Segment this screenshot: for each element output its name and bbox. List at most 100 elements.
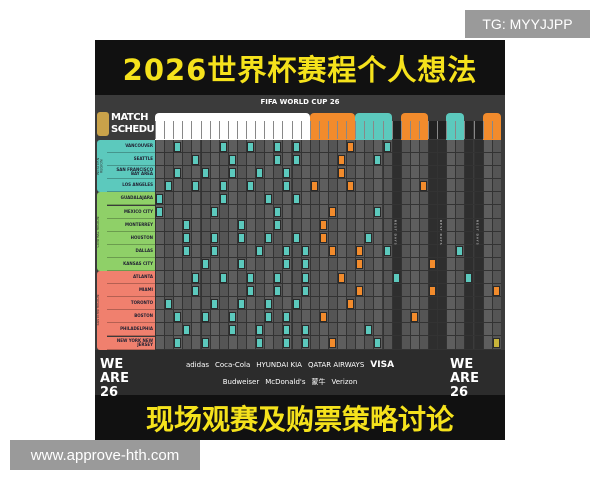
grid-column xyxy=(191,140,201,350)
match-cell-orange xyxy=(338,167,346,178)
column-header xyxy=(491,121,501,139)
match-cell-orange xyxy=(319,311,327,322)
city-label: MEXICO CITY xyxy=(107,205,155,219)
column-header xyxy=(182,121,192,139)
match-cell-teal xyxy=(183,220,191,231)
match-cell-teal xyxy=(237,220,245,231)
grid-row xyxy=(155,245,501,258)
match-cell-teal xyxy=(374,338,382,349)
match-cell-teal xyxy=(292,193,300,204)
column-header xyxy=(218,121,228,139)
city-label: GUADALAJARA xyxy=(107,192,155,206)
grid-row xyxy=(155,271,501,285)
match-cell-teal xyxy=(256,324,264,335)
grid-column xyxy=(346,140,356,350)
grid-row xyxy=(155,219,501,232)
schedule-poster: 2026世界杯赛程个人想法 FIFA WORLD CUP 26 MATCH SC… xyxy=(95,40,505,440)
match-cell-orange xyxy=(429,285,437,296)
url-watermark: www.approve-hth.com xyxy=(10,440,200,470)
match-cell-teal xyxy=(274,154,282,165)
grid-column xyxy=(400,140,410,350)
match-cell-teal xyxy=(183,246,191,257)
match-cell-teal xyxy=(301,246,309,257)
sponsor-logo: Budweiser xyxy=(222,378,260,386)
grid-column xyxy=(309,140,319,350)
grid-row xyxy=(155,337,501,350)
match-cell-teal xyxy=(283,311,291,322)
match-cell-teal xyxy=(174,311,182,322)
match-cell-teal xyxy=(210,207,218,218)
grid-column xyxy=(464,140,474,350)
column-header xyxy=(373,121,383,139)
match-cell-teal xyxy=(383,246,391,257)
match-cell-teal xyxy=(183,324,191,335)
grid-column xyxy=(227,140,237,350)
match-cell-teal xyxy=(301,259,309,270)
match-cell-teal xyxy=(274,272,282,283)
match-cell-orange xyxy=(338,154,346,165)
city-label: PHILADELPHIA xyxy=(107,323,155,337)
column-header xyxy=(200,121,210,139)
city-label: KANSAS CITY xyxy=(107,257,155,271)
region-label: EASTERN REGION xyxy=(96,294,100,326)
match-cell-teal xyxy=(283,259,291,270)
sponsor-strip: WE ARE 26 WE ARE 26 adidas Coca-Cola HYUND… xyxy=(95,350,505,400)
match-cell-teal xyxy=(228,311,236,322)
match-cell-teal xyxy=(283,180,291,191)
match-cell-teal xyxy=(228,167,236,178)
match-cell-teal xyxy=(237,233,245,244)
grid-column xyxy=(428,140,438,350)
column-header xyxy=(482,121,492,139)
column-header xyxy=(164,121,174,139)
column-header xyxy=(318,121,328,139)
match-cell-teal xyxy=(228,154,236,165)
grid-row xyxy=(155,206,501,219)
city-label: ATLANTA xyxy=(107,271,155,285)
match-cell-teal xyxy=(365,233,373,244)
grid-row xyxy=(155,192,501,206)
match-cell-orange xyxy=(328,207,336,218)
grid-column xyxy=(473,140,483,350)
match-cell-orange xyxy=(410,311,418,322)
match-cell-orange xyxy=(429,259,437,270)
match-cell-teal xyxy=(274,207,282,218)
match-schedule-board: FIFA WORLD CUP 26 MATCH SCHEDULE WESTERN… xyxy=(95,95,505,350)
grid-column xyxy=(373,140,383,350)
region-label: CENTRAL REGION xyxy=(96,216,100,248)
match-schedule-text: MATCH SCHEDULE xyxy=(111,112,167,135)
grid-column xyxy=(491,140,501,350)
sponsor-logo: 蒙牛 xyxy=(311,378,326,386)
we-are-26-logo-left: WE ARE 26 xyxy=(100,357,129,400)
match-cell-teal xyxy=(265,193,273,204)
grid-column xyxy=(409,140,419,350)
column-header xyxy=(155,121,165,139)
final-cell xyxy=(492,338,500,349)
match-cell-teal xyxy=(192,272,200,283)
match-cell-teal xyxy=(283,324,291,335)
grid-column xyxy=(355,140,365,350)
match-cell-teal xyxy=(247,272,255,283)
match-cell-teal xyxy=(265,311,273,322)
city-label: VANCOUVER xyxy=(107,140,155,154)
sponsor-logo: adidas xyxy=(185,361,210,369)
column-header xyxy=(246,121,256,139)
match-cell-teal xyxy=(201,338,209,349)
match-cell-orange xyxy=(328,338,336,349)
rest-days-label: REST DAYS xyxy=(475,220,480,246)
match-cell-orange xyxy=(356,285,364,296)
column-header xyxy=(464,121,474,139)
rest-days-label: REST DAYS xyxy=(439,220,444,246)
match-cell-teal xyxy=(392,272,400,283)
match-cell-orange xyxy=(319,233,327,244)
match-cell-teal xyxy=(301,338,309,349)
column-header xyxy=(327,121,337,139)
column-header xyxy=(428,121,438,139)
match-cell-orange xyxy=(347,180,355,191)
grid-column xyxy=(218,140,228,350)
column-header xyxy=(227,121,237,139)
city-label: BOSTON xyxy=(107,310,155,324)
match-cell-teal xyxy=(165,298,173,309)
sponsor-logo: HYUNDAI KIA xyxy=(256,361,302,369)
column-header xyxy=(309,121,319,139)
grid-column xyxy=(182,140,192,350)
